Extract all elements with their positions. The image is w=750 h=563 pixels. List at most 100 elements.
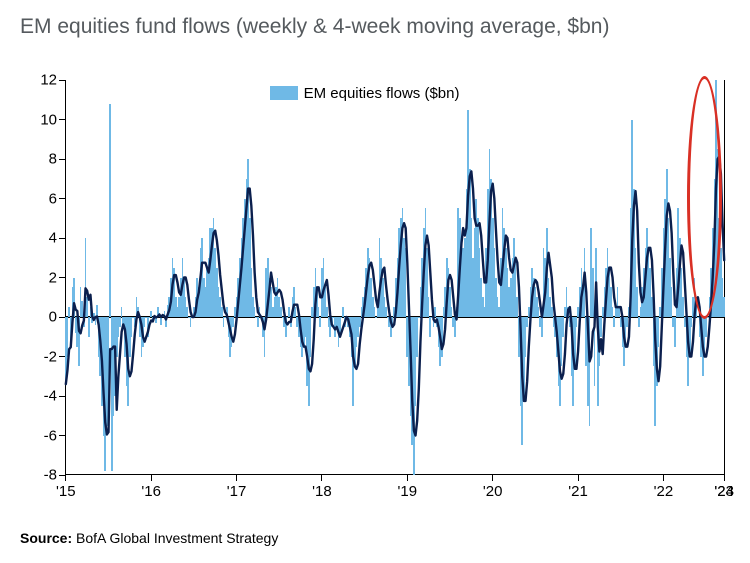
weekly-bar — [70, 317, 72, 341]
y-tick — [59, 159, 65, 160]
weekly-bar — [186, 307, 188, 317]
weekly-bar — [109, 104, 111, 317]
weekly-bar — [385, 307, 387, 317]
weekly-bar — [618, 307, 620, 317]
weekly-bar — [147, 317, 149, 337]
weekly-bar — [88, 317, 90, 337]
weekly-bar — [612, 307, 614, 317]
y-tick-label: 4 — [27, 230, 57, 247]
weekly-bar — [155, 317, 157, 323]
weekly-bar — [119, 317, 121, 327]
weekly-bar — [613, 317, 615, 327]
weekly-bar — [318, 307, 320, 317]
weekly-bar — [562, 317, 564, 337]
weekly-bar — [295, 307, 297, 317]
x-tick — [65, 475, 66, 481]
chart-area: -8-6-4-2024681012'15'16'17'18'19'20'21'2… — [20, 60, 730, 510]
weekly-bar — [190, 317, 192, 327]
weekly-bar — [707, 317, 709, 318]
y-tick — [59, 396, 65, 397]
chart-title: EM equities fund flows (weekly & 4-week … — [20, 15, 609, 39]
x-tick-label: '20 — [483, 483, 503, 500]
weekly-bar — [344, 317, 346, 327]
x-tick — [321, 475, 322, 481]
weekly-bar — [67, 317, 69, 357]
x-tick-label: '18 — [312, 483, 332, 500]
weekly-bar — [416, 317, 418, 357]
weekly-bar — [290, 317, 292, 327]
weekly-bar — [516, 297, 518, 317]
weekly-bar — [73, 278, 75, 318]
x-tick-label: '19 — [398, 483, 418, 500]
weekly-bar — [526, 317, 528, 327]
y-axis-left — [65, 80, 66, 475]
weekly-bar — [589, 317, 591, 426]
x-tick-label: '22 — [654, 483, 674, 500]
weekly-bar — [723, 297, 725, 317]
weekly-bar — [78, 317, 80, 366]
weekly-bar — [331, 317, 333, 327]
weekly-bar — [671, 287, 673, 317]
source-line: Source: BofA Global Investment Strategy — [20, 530, 278, 546]
weekly-bar — [359, 317, 361, 327]
weekly-bar — [584, 248, 586, 317]
legend-swatch — [270, 86, 298, 100]
weekly-bar — [434, 307, 436, 317]
weekly-bar — [705, 317, 707, 337]
weekly-bar — [90, 307, 92, 317]
weekly-bar — [418, 317, 420, 318]
weekly-bar — [137, 307, 139, 317]
weekly-bar — [326, 307, 328, 317]
weekly-bar — [405, 248, 407, 317]
weekly-bar — [285, 317, 287, 337]
weekly-bar — [551, 307, 553, 317]
weekly-bar — [454, 317, 456, 337]
weekly-bar — [374, 307, 376, 317]
weekly-bar — [695, 297, 697, 317]
weekly-bar — [682, 297, 684, 317]
weekly-bar — [264, 317, 266, 357]
weekly-bar — [259, 307, 261, 317]
source-label: Source: — [20, 530, 72, 546]
weekly-bar — [149, 317, 151, 318]
weekly-bar — [310, 317, 312, 357]
weekly-bar — [257, 317, 259, 327]
x-tick — [407, 475, 408, 481]
weekly-bar — [83, 317, 85, 327]
x-tick — [236, 475, 237, 481]
weekly-bar — [91, 317, 93, 323]
weekly-bar — [576, 317, 578, 327]
weekly-bar — [541, 317, 543, 337]
x-axis-bottom — [65, 474, 725, 475]
weekly-bar — [152, 317, 154, 321]
weekly-bar — [342, 307, 344, 317]
y-tick-label: 6 — [27, 190, 57, 207]
weekly-bar — [81, 301, 83, 317]
x-tick-label: '15 — [56, 483, 76, 500]
source-text: BofA Global Investment Strategy — [76, 530, 278, 546]
y-tick-label: -4 — [27, 388, 57, 405]
weekly-bar — [288, 307, 290, 317]
weekly-bar — [165, 317, 167, 327]
weekly-bar — [223, 317, 225, 327]
y-tick-label: -6 — [27, 427, 57, 444]
weekly-bar — [538, 307, 540, 317]
weekly-bar — [280, 307, 282, 317]
weekly-bar — [95, 317, 97, 325]
y-tick-label: 10 — [27, 111, 57, 128]
plot-area: -8-6-4-2024681012'15'16'17'18'19'20'21'2… — [65, 80, 725, 475]
y-tick-label: -2 — [27, 348, 57, 365]
y-axis-right — [724, 80, 725, 475]
legend-label: EM equities flows ($bn) — [304, 85, 460, 102]
weekly-bar — [567, 307, 569, 317]
weekly-bar — [144, 317, 146, 327]
weekly-bar — [428, 297, 430, 317]
weekly-bar — [429, 317, 431, 337]
weekly-bar — [433, 317, 435, 327]
weekly-bar — [441, 317, 443, 357]
weekly-bar — [68, 307, 70, 317]
x-tick-label: '21 — [568, 483, 588, 500]
weekly-bar — [224, 317, 226, 318]
x-tick-label: '17 — [227, 483, 247, 500]
weekly-bar — [658, 317, 660, 347]
